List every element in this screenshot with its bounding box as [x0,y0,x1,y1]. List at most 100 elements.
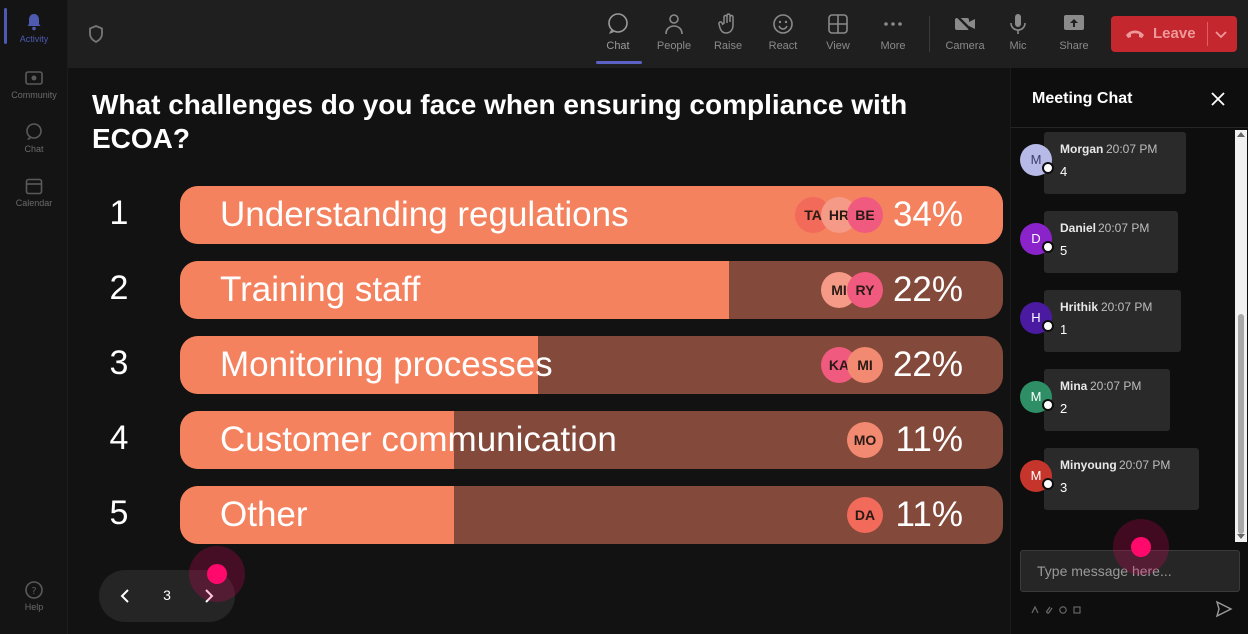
toolbar-view-button[interactable]: View [816,12,860,52]
chat-sender-name: Morgan [1060,142,1104,156]
poll-option-bar[interactable]: Customer communication 11% MO [180,411,1003,469]
share-screen-icon [1064,15,1084,30]
leave-button[interactable]: Leave [1111,16,1237,52]
toolbar-camera-button[interactable]: Camera [943,12,987,52]
rail-item-activity[interactable]: Activity [0,12,68,44]
chat-icon [26,123,42,140]
rail-item-label: Activity [19,34,49,44]
chat-sender-name: Hrithik [1060,300,1099,314]
rail-item-label: Help [24,602,44,612]
chat-timestamp: 20:07 PM [1119,458,1171,472]
toolbar-react-button[interactable]: React [761,12,805,52]
view-grid-icon [828,14,848,34]
poll-option-bar[interactable]: Understanding regulations 34% TA HR BE [180,186,1003,244]
toolbar-share-button[interactable]: Share [1052,12,1096,52]
poll-option-label: Customer communication [220,420,617,459]
chat-header: Meeting Chat [1011,68,1248,128]
chevron-left-icon[interactable] [115,586,135,606]
rail-item-label: Chat [24,144,44,154]
chat-scrollbar[interactable] [1235,130,1247,542]
toolbar-separator [929,16,930,52]
chat-message-bubble: Hrithik 20:07 PM 1 [1044,290,1181,352]
toolbar-chat-button[interactable]: Chat [596,12,640,52]
chat-timestamp: 20:07 PM [1098,221,1150,235]
poll-option-number: 4 [109,419,129,457]
rail-item-label: Community [11,90,57,100]
chat-message-bubble: Morgan 20:07 PM 4 [1044,132,1186,194]
scroll-up-arrow-icon[interactable] [1237,132,1245,137]
chevron-right-icon[interactable] [199,586,219,606]
chevron-down-icon[interactable] [1213,26,1229,42]
toolbar-more-button[interactable]: More [871,12,915,52]
rail-item-chat[interactable]: Chat [0,122,68,154]
poll-option-number: 5 [109,494,129,532]
community-icon [25,71,43,85]
poll-option-label: Training staff [220,270,421,309]
format-icon[interactable] [1031,605,1039,615]
poll-option-bar[interactable]: Monitoring processes 22% KA MI [180,336,1003,394]
poll-option-fill [180,411,455,469]
scroll-down-arrow-icon[interactable] [1237,534,1245,539]
gif-icon[interactable] [1073,605,1081,615]
poll-option-percent: 22% [892,345,963,384]
presence-status-icon [1042,241,1054,253]
chat-message-text: 1 [1060,322,1068,337]
chat-timestamp: 20:07 PM [1090,379,1142,393]
presence-status-icon [1042,320,1054,332]
chat-sender-name: Minyoung [1060,458,1117,472]
poll-option-number: 3 [109,344,129,382]
people-icon [665,14,683,35]
chat-message-bubble: Mina 20:07 PM 2 [1044,369,1170,431]
active-tab-indicator [596,61,642,64]
raise-hand-icon [718,13,734,34]
poll-stage: What challenges do you face when ensurin… [68,68,1010,634]
poll-option-bar[interactable]: Training staff 22% MI RY [180,261,1003,319]
chat-message-bubble: Daniel 20:07 PM 5 [1044,211,1178,273]
poll-option-number: 1 [109,194,129,232]
more-dots-icon [884,22,902,26]
app-rail: Activity Community Chat Calendar ? Help [0,0,68,634]
svg-text:?: ? [31,586,36,597]
poll-option-fill [180,486,455,544]
chat-message-input[interactable] [1020,550,1240,592]
react-smiley-icon [773,14,793,34]
poll-option-percent: 22% [892,270,963,309]
rail-item-community[interactable]: Community [0,68,68,100]
toolbar-raise-button[interactable]: Raise [706,12,750,52]
poll-option-label: Understanding regulations [220,195,629,234]
toolbar-mic-button[interactable]: Mic [996,12,1040,52]
shield-icon[interactable] [86,24,106,44]
chat-message-bubble: Minyoung 20:07 PM 3 [1044,448,1199,510]
chat-message: Hrithik 20:07 PM 1 H [1011,290,1241,354]
help-icon: ? [25,581,43,599]
poll-option-label: Monitoring processes [220,345,553,384]
emoji-icon[interactable] [1059,605,1067,615]
close-icon[interactable] [1209,90,1227,108]
chat-timestamp: 20:07 PM [1106,142,1158,156]
voter-avatar: RY [847,272,883,308]
poll-option-bar[interactable]: Other 11% DA [180,486,1003,544]
scroll-thumb[interactable] [1238,314,1244,534]
calendar-icon [25,178,43,195]
voter-avatars: MO [847,422,883,458]
rail-item-label: Calendar [15,198,53,208]
voter-avatar: MO [847,422,883,458]
page-number: 3 [163,587,171,603]
chat-message-text: 2 [1060,401,1068,416]
poll-option-fill [180,261,729,319]
rail-item-help[interactable]: ? Help [0,580,68,612]
toolbar-people-button[interactable]: People [652,12,696,52]
voter-avatar: DA [847,497,883,533]
poll-option-percent: 34% [892,195,963,234]
rail-active-indicator [4,8,7,44]
rail-item-calendar[interactable]: Calendar [0,176,68,208]
meeting-chat-panel: Meeting Chat Morgan 20:07 PM 4 M Daniel 20:07… [1010,68,1248,634]
poll-option-percent: 11% [895,495,963,534]
attach-icon[interactable] [1045,605,1053,615]
voter-avatar: BE [847,197,883,233]
presence-status-icon [1042,478,1054,490]
poll-option-label: Other [220,495,308,534]
voter-avatars: MI RY [821,272,883,308]
voter-avatars: DA [847,497,883,533]
send-icon[interactable] [1215,600,1233,618]
